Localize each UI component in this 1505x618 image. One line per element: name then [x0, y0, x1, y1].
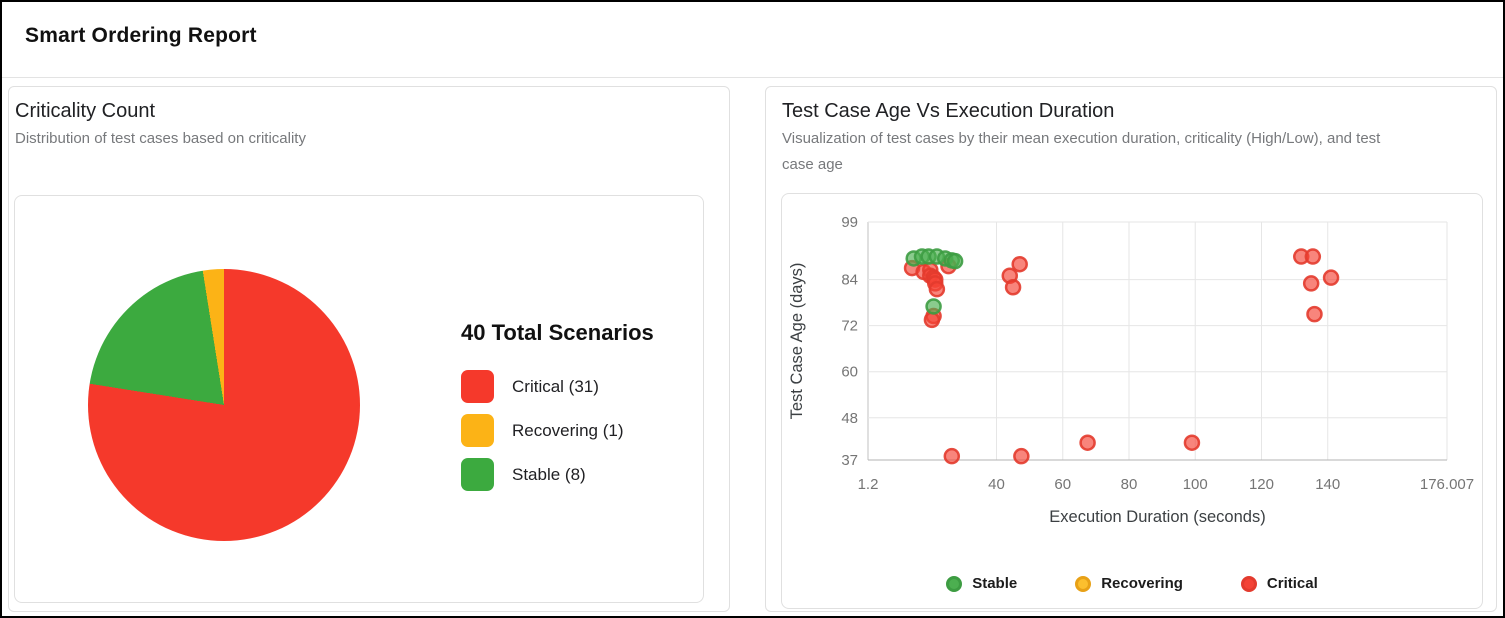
x-axis-title: Execution Duration (seconds) [1049, 508, 1265, 526]
pie-legend-label: Stable (8) [512, 464, 586, 484]
criticality-count-card: Criticality Count Distribution of test c… [8, 86, 730, 612]
scatter-point-stable[interactable] [925, 298, 942, 315]
criticality-count-title: Criticality Count [15, 100, 156, 122]
scatter-plot[interactable]: 1.2 40 60 80 100 120 140 176.007 37 48 60 72 84 99 Exe… [782, 194, 1482, 608]
scatter-point-critical[interactable] [1304, 248, 1322, 265]
scatter-legend-item: Critical [1240, 575, 1318, 592]
pie-chart[interactable] [88, 269, 360, 541]
x-tick-label: 40 [988, 476, 1005, 493]
x-tick-label: 60 [1054, 476, 1071, 493]
scatter-point-critical[interactable] [1183, 434, 1201, 451]
page-title: Smart Ordering Report [25, 24, 257, 47]
scatter-point-stable[interactable] [946, 252, 964, 270]
pie-legend-label: Critical (31) [512, 376, 599, 396]
criticality-count-subtitle: Distribution of test cases based on crit… [15, 130, 306, 147]
x-tick-label: 140 [1315, 476, 1340, 493]
pie-legend-swatch [461, 370, 494, 403]
x-tick-label: 80 [1121, 476, 1138, 493]
pie-legend-rows: Critical (31) Recovering (1) Stable (8) [461, 370, 654, 491]
scatter-point-critical[interactable] [1322, 269, 1340, 286]
scatter-card: Test Case Age Vs Execution Duration Visu… [765, 86, 1497, 612]
x-tick-label: 120 [1249, 476, 1274, 493]
y-axis-title: Test Case Age (days) [788, 263, 806, 420]
pie-chart-panel: 40 Total Scenarios Critical (31) Recoveri… [14, 195, 704, 603]
scatter-chart-panel: 1.2 40 60 80 100 120 140 176.007 37 48 60 72 84 99 Exe… [781, 193, 1483, 609]
scatter-point-critical[interactable] [1013, 447, 1030, 465]
scatter-title: Test Case Age Vs Execution Duration [782, 100, 1115, 122]
pie-legend-item: Recovering (1) [461, 414, 654, 447]
scatter-point-critical[interactable] [1302, 275, 1320, 292]
scatter-point-critical[interactable] [1004, 279, 1022, 296]
scatter-legend-marker [946, 575, 963, 592]
y-tick-label: 99 [841, 214, 858, 231]
scatter-legend-item: Recovering [1075, 575, 1183, 592]
y-tick-label: 72 [841, 318, 858, 335]
y-tick-label: 48 [841, 410, 858, 427]
pie-legend-item: Critical (31) [461, 370, 654, 403]
scatter-legend-label: Stable [972, 575, 1018, 592]
y-tick-label: 60 [841, 364, 858, 381]
scatter-legend-item: Stable [946, 575, 1017, 592]
scatter-legend-label: Recovering [1101, 575, 1183, 592]
y-tick-label: 84 [841, 272, 858, 289]
scatter-point-critical[interactable] [923, 311, 941, 329]
pie-legend-label: Recovering (1) [512, 420, 624, 440]
scatter-point-critical[interactable] [928, 280, 946, 298]
scatter-legend-marker [1075, 575, 1092, 592]
scatter-point-critical[interactable] [1011, 255, 1028, 273]
pie-legend: 40 Total Scenarios Critical (31) Recoveri… [461, 320, 654, 502]
pie-legend-item: Stable (8) [461, 458, 654, 491]
scatter-point-critical[interactable] [1079, 434, 1096, 451]
pie-legend-title: 40 Total Scenarios [461, 320, 654, 345]
y-tick-label: 37 [841, 452, 858, 469]
scatter-point-critical[interactable] [943, 447, 961, 465]
x-tick-label: 100 [1183, 476, 1208, 493]
scatter-point-critical[interactable] [1306, 305, 1323, 323]
scatter-legend-label: Critical [1266, 575, 1318, 592]
scatter-subtitle: Visualization of test cases by their mea… [782, 130, 1381, 173]
scatter-legend-marker [1240, 575, 1257, 592]
pie-legend-swatch [461, 458, 494, 491]
scatter-legend: Stable Recovering Critical [782, 575, 1482, 592]
x-tick-label: 1.2 [858, 476, 879, 493]
pie-legend-swatch [461, 414, 494, 447]
app-header: Smart Ordering Report [2, 2, 1503, 78]
x-tick-label: 176.007 [1420, 476, 1474, 493]
